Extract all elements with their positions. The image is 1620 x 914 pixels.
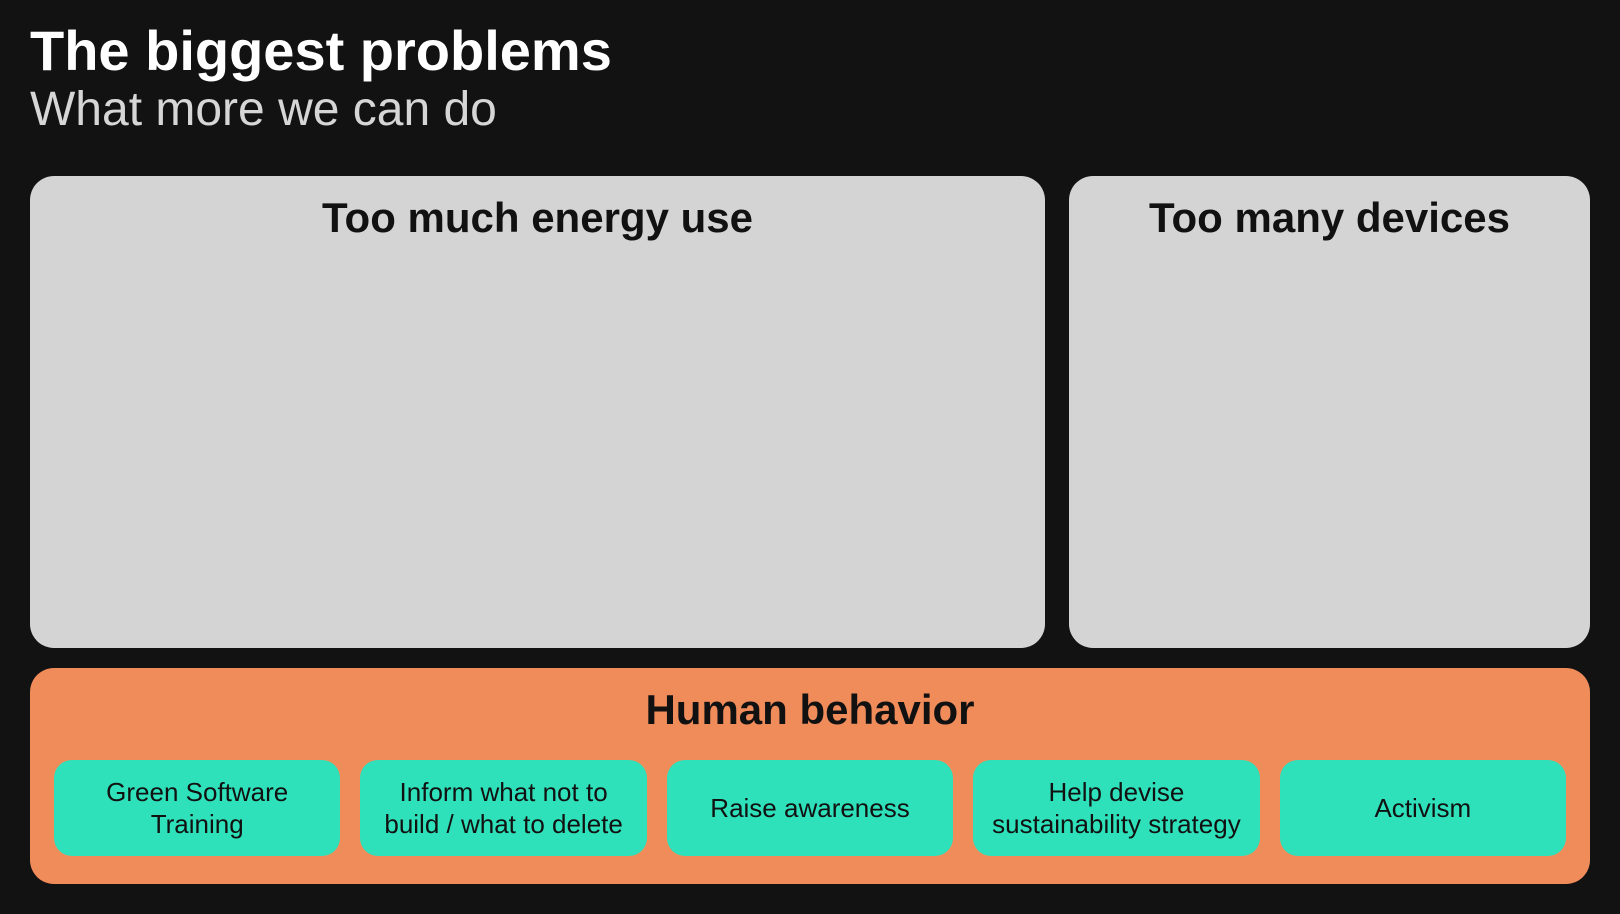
card-inform-what-not-to-build: Inform what not to build / what to delet… bbox=[360, 760, 646, 856]
card-sustainability-strategy: Help devise sustainability strategy bbox=[973, 760, 1259, 856]
card-green-software-training: Green Software Training bbox=[54, 760, 340, 856]
panel-human-behavior: Human behavior Green Software Training I… bbox=[30, 668, 1590, 884]
panel-energy-title: Too much energy use bbox=[54, 194, 1021, 242]
slide-subtitle: What more we can do bbox=[30, 84, 1590, 137]
panel-devices-title: Too many devices bbox=[1093, 194, 1566, 242]
slide-title: The biggest problems bbox=[30, 20, 1590, 82]
card-activism: Activism bbox=[1280, 760, 1566, 856]
panel-human-behavior-title: Human behavior bbox=[54, 686, 1566, 734]
top-row: Too much energy use Too many devices bbox=[30, 176, 1590, 648]
panel-energy: Too much energy use bbox=[30, 176, 1045, 648]
panel-devices: Too many devices bbox=[1069, 176, 1590, 648]
card-raise-awareness: Raise awareness bbox=[667, 760, 953, 856]
cards-row: Green Software Training Inform what not … bbox=[54, 760, 1566, 856]
slide: The biggest problems What more we can do… bbox=[0, 0, 1620, 914]
slide-header: The biggest problems What more we can do bbox=[30, 20, 1590, 136]
